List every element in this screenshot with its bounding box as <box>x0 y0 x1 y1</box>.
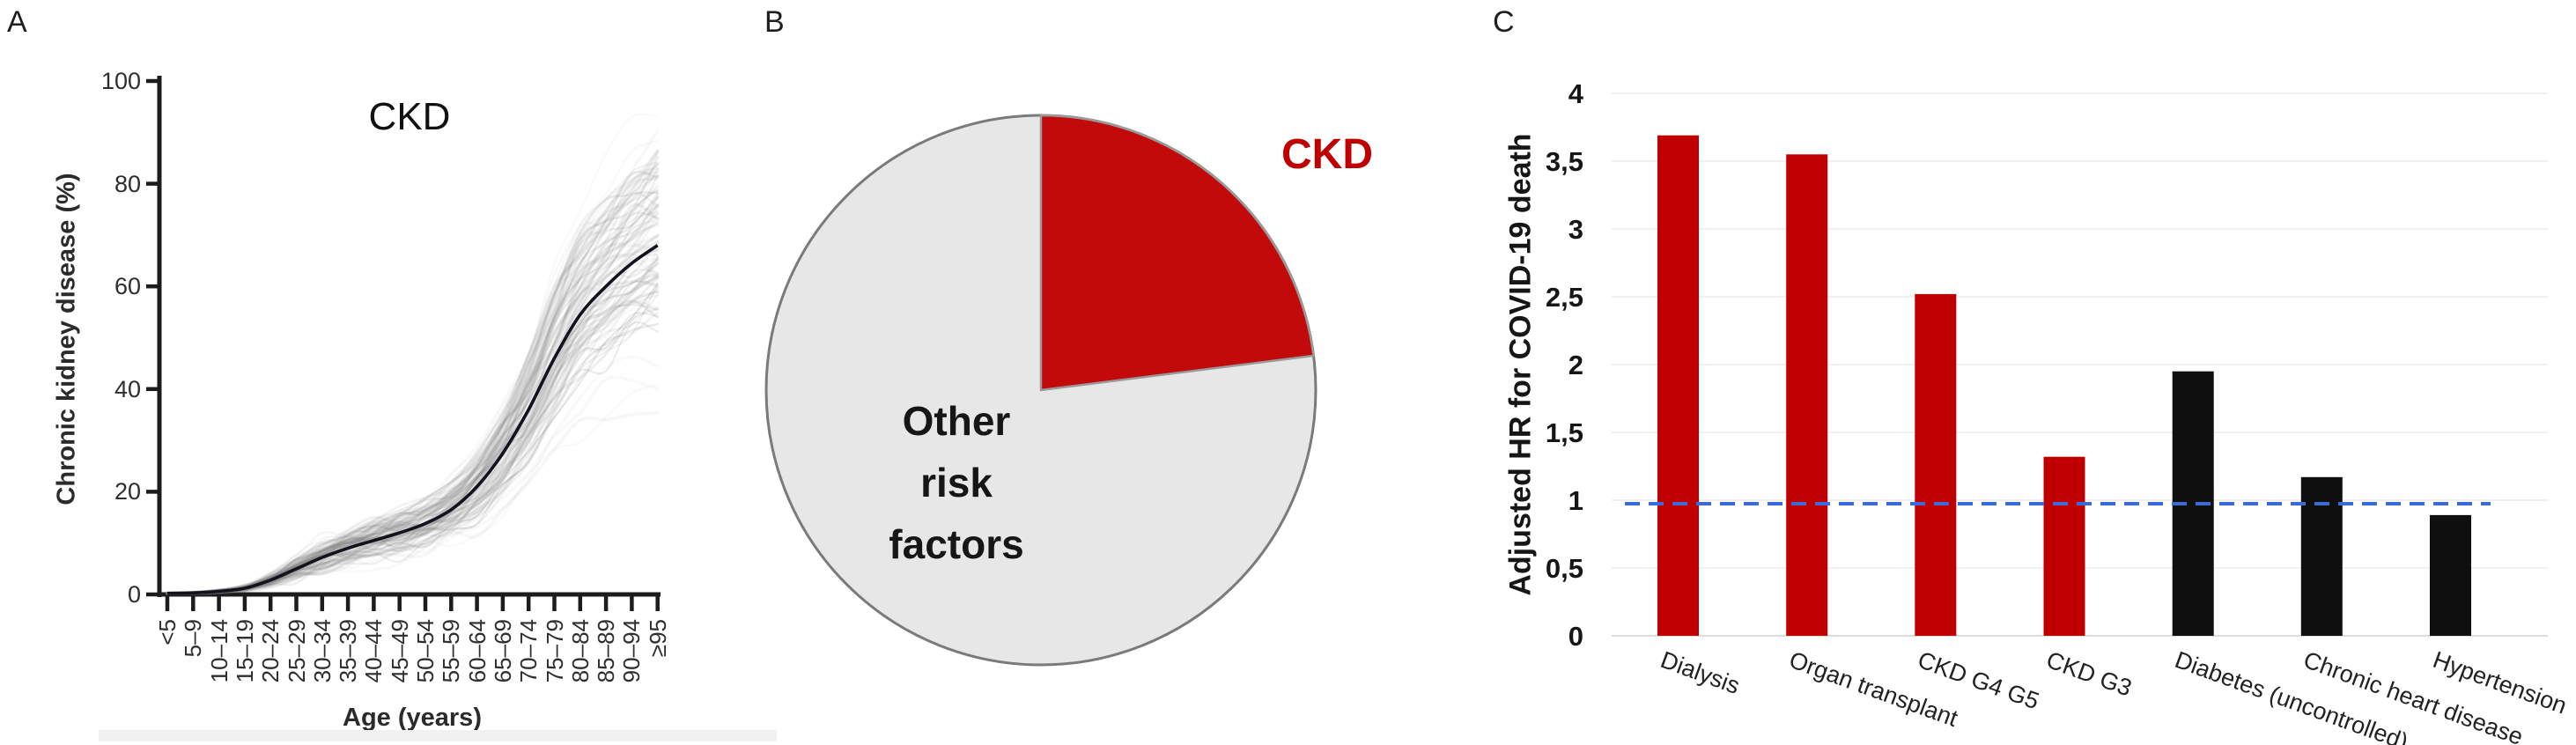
a-x-tick-label: 70–74 <box>515 619 543 683</box>
a-x-tick-label: 35–39 <box>335 619 362 683</box>
bar-ckd-g3 <box>2043 456 2085 636</box>
a-x-tick-label: ≥95 <box>644 619 671 658</box>
a-y-tick-label: 40 <box>114 375 141 402</box>
a-y-tick-label: 80 <box>114 170 141 197</box>
bar-ckd-g4-g5 <box>1915 293 1957 636</box>
c-y-tick-label: 3,5 <box>1545 146 1583 177</box>
a-x-tick-label: <5 <box>154 619 181 645</box>
panel-b-label: B <box>764 5 785 39</box>
bar-organ-transplant <box>1786 154 1828 637</box>
panel-a-bottom-strip <box>99 730 777 741</box>
risk-factors-pie-chart <box>764 114 1318 667</box>
ckd-age-line-chart <box>146 76 661 611</box>
bar-chronic-heart-disease <box>2300 476 2343 636</box>
a-y-tick-label: 20 <box>114 478 141 505</box>
a-x-tick-label: 40–44 <box>360 619 388 683</box>
a-y-tick-label: 100 <box>100 68 141 94</box>
a-x-tick-label: 5–9 <box>180 619 207 658</box>
a-y-tick-label: 0 <box>127 581 141 608</box>
a-x-tick-label: 85–89 <box>593 619 620 683</box>
a-x-tick-label: 45–49 <box>386 619 413 683</box>
a-y-tick-label: 60 <box>114 273 141 300</box>
a-x-tick-label: 10–14 <box>205 619 233 683</box>
chart-a-x-axis-label: Age (years) <box>343 704 482 732</box>
panel-a-label: A <box>7 5 27 39</box>
a-x-tick-label: 65–69 <box>489 619 516 683</box>
pie-slice-label-ckd: CKD <box>1281 131 1373 178</box>
a-x-tick-label: 50–54 <box>412 619 439 683</box>
a-x-tick-label: 80–84 <box>566 619 594 683</box>
chart-a-y-axis-label: Chronic kidney disease (%) <box>52 173 81 505</box>
panel-c-label: C <box>1493 5 1515 39</box>
c-y-tick-label: 4 <box>1568 78 1583 109</box>
a-x-tick-label: 90–94 <box>618 619 646 683</box>
hr-covid-bar-chart <box>1612 92 2548 637</box>
pie-slice-label-other-risk-factors: Other risk factors <box>889 390 1023 575</box>
c-y-tick-label: 0,5 <box>1545 553 1583 584</box>
c-y-tick-label: 3 <box>1568 214 1583 245</box>
a-x-tick-label: 25–29 <box>283 619 310 683</box>
pie-other-label-line: risk <box>920 460 993 505</box>
pie-other-label-line: factors <box>889 521 1024 567</box>
c-y-tick-label: 1,5 <box>1545 417 1583 448</box>
a-x-tick-label: 55–59 <box>438 619 465 683</box>
chart-a-title: CKD <box>368 95 451 138</box>
a-x-tick-label: 15–19 <box>231 619 258 683</box>
c-y-tick-label: 2 <box>1568 350 1583 380</box>
a-x-tick-label: 75–79 <box>541 619 568 683</box>
a-x-tick-label: 60–64 <box>463 619 491 683</box>
a-x-tick-label: 30–34 <box>308 619 336 683</box>
c-y-tick-label: 1 <box>1568 485 1583 516</box>
c-y-tick-label: 0 <box>1568 621 1583 652</box>
pie-other-label-line: Other <box>902 398 1011 444</box>
bar-dialysis <box>1657 135 1699 636</box>
a-x-tick-label: 20–24 <box>257 619 284 683</box>
c-y-tick-label: 2,5 <box>1545 282 1583 313</box>
bar-hypertension <box>2430 514 2471 636</box>
